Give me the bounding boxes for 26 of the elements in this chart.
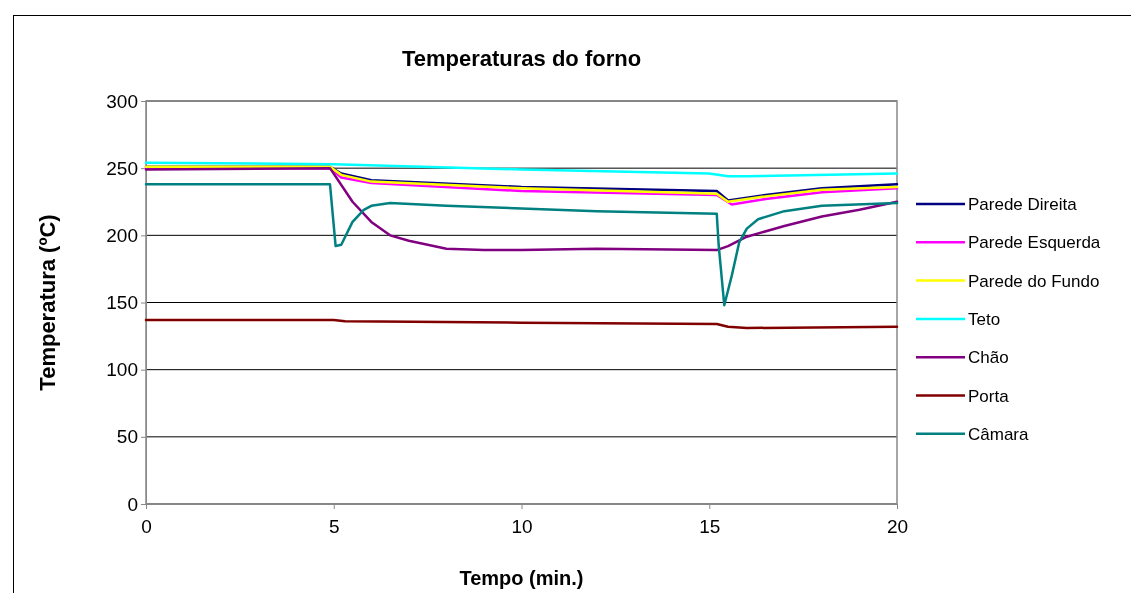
y-tick-label: 150	[106, 292, 138, 314]
x-tick-label: 20	[886, 515, 909, 537]
line-series	[144, 183, 899, 307]
line-series	[144, 161, 899, 178]
y-tick-label: 200	[106, 224, 138, 246]
x-tick-label: 5	[328, 515, 340, 537]
x-axis-title: Tempo (min.)	[459, 567, 584, 589]
y-tick-label: 250	[106, 157, 138, 179]
legend-label: Teto	[968, 309, 1001, 329]
y-axis-title: Temperatura (ºC)	[35, 214, 60, 391]
line-series	[144, 318, 899, 330]
legend-label: Parede Direita	[968, 195, 1078, 214]
x-tick-label: 10	[511, 515, 533, 537]
x-tick-label: 0	[141, 515, 152, 537]
y-tick-label: 300	[106, 90, 138, 112]
x-tick-label: 15	[699, 515, 721, 537]
legend-label: Câmara	[968, 424, 1030, 444]
chart-title: Temperaturas do forno	[401, 46, 642, 71]
line-series	[144, 166, 899, 252]
y-tick-label: 50	[116, 426, 138, 448]
legend-label: Chão	[968, 348, 1009, 368]
y-tick-label: 0	[127, 493, 138, 515]
legend-label: Porta	[968, 386, 1010, 406]
legend-label: Parede Esquerda	[968, 233, 1101, 253]
legend-label: Parede do Fundo	[968, 271, 1100, 291]
y-tick-label: 100	[106, 359, 138, 381]
